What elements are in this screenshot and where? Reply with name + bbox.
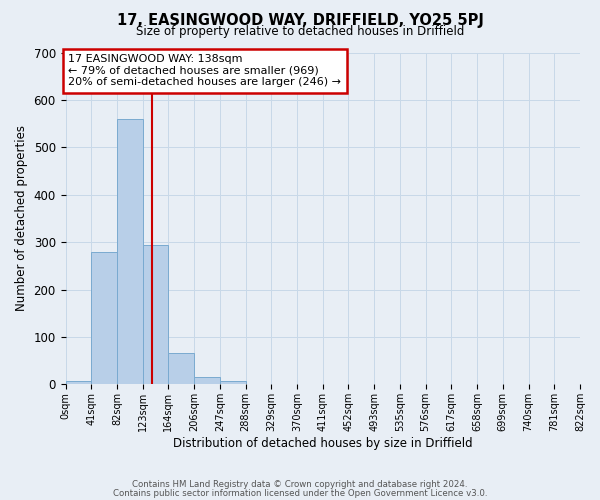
Bar: [194, 378, 220, 384]
Bar: [117, 119, 143, 384]
Bar: [65, 381, 91, 384]
X-axis label: Distribution of detached houses by size in Driffield: Distribution of detached houses by size …: [173, 437, 473, 450]
Text: 17 EASINGWOOD WAY: 138sqm
← 79% of detached houses are smaller (969)
20% of semi: 17 EASINGWOOD WAY: 138sqm ← 79% of detac…: [68, 54, 341, 88]
Text: 17, EASINGWOOD WAY, DRIFFIELD, YO25 5PJ: 17, EASINGWOOD WAY, DRIFFIELD, YO25 5PJ: [116, 12, 484, 28]
Bar: [143, 244, 169, 384]
Y-axis label: Number of detached properties: Number of detached properties: [15, 126, 28, 312]
Bar: [169, 352, 194, 384]
Bar: [91, 252, 117, 384]
Text: Contains public sector information licensed under the Open Government Licence v3: Contains public sector information licen…: [113, 488, 487, 498]
Text: Contains HM Land Registry data © Crown copyright and database right 2024.: Contains HM Land Registry data © Crown c…: [132, 480, 468, 489]
Bar: [220, 380, 245, 384]
Text: Size of property relative to detached houses in Driffield: Size of property relative to detached ho…: [136, 25, 464, 38]
